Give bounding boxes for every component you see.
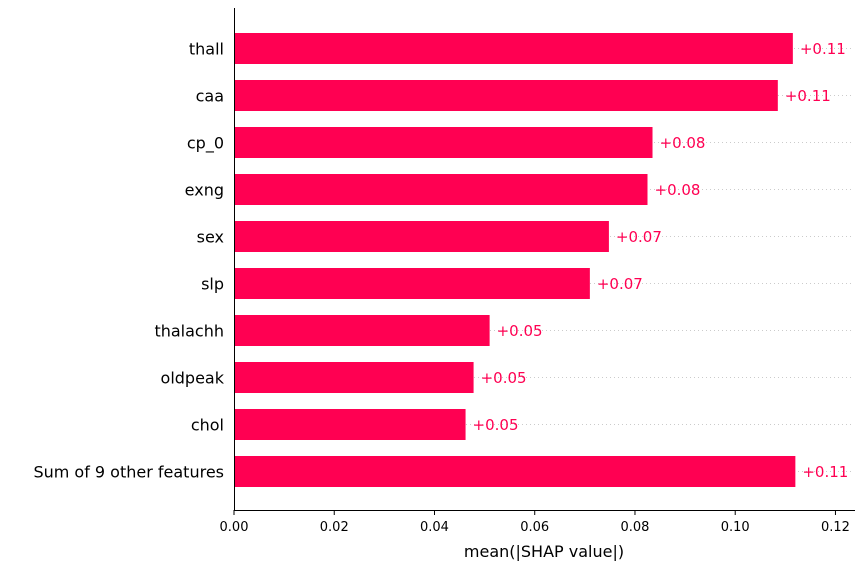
value-label: +0.11	[800, 40, 846, 58]
y-tick-label: slp	[201, 275, 224, 294]
bar	[234, 315, 490, 346]
x-tick-label: 0.08	[620, 520, 649, 535]
bar	[234, 362, 474, 393]
y-tick-label: cp_0	[187, 134, 224, 154]
bar	[234, 409, 466, 440]
value-label: +0.11	[785, 87, 831, 105]
y-tick-label: oldpeak	[161, 369, 225, 388]
y-tick-label: thalachh	[154, 322, 224, 341]
x-tick-label: 0.02	[320, 520, 349, 535]
bars-group	[234, 33, 796, 487]
value-label: +0.07	[616, 228, 662, 246]
x-tick-label: 0.00	[220, 520, 249, 535]
x-tick-label: 0.04	[420, 520, 449, 535]
x-tick-label: 0.12	[821, 520, 850, 535]
x-tick-label: 0.06	[520, 520, 549, 535]
bar	[234, 456, 796, 487]
y-tick-label: sex	[197, 228, 224, 247]
bar	[234, 268, 590, 299]
value-labels: +0.11 +0.11 +0.08 +0.08 +0.07 +0.07 +0.05 +0.05…	[473, 40, 849, 481]
value-label: +0.05	[481, 369, 527, 387]
value-label: +0.05	[473, 416, 519, 434]
y-tick-label: chol	[191, 416, 224, 435]
bar	[234, 221, 609, 252]
value-label: +0.05	[497, 322, 543, 340]
y-tick-label: exng	[185, 181, 224, 200]
y-tick-label: Sum of 9 other features	[33, 463, 224, 482]
value-label: +0.08	[655, 181, 701, 199]
x-ticks: 0.00 0.02 0.04 0.06 0.08 0.10 0.12	[220, 510, 850, 535]
bar	[234, 33, 793, 64]
x-axis-label: mean(|SHAP value|)	[464, 542, 624, 561]
value-label: +0.07	[597, 275, 643, 293]
y-tick-label: thall	[189, 40, 224, 59]
value-label: +0.08	[660, 134, 706, 152]
bar	[234, 80, 778, 111]
guide-lines	[234, 48, 853, 472]
x-tick-label: 0.10	[721, 520, 750, 535]
bar	[234, 174, 648, 205]
value-label: +0.11	[802, 463, 848, 481]
bar	[234, 127, 653, 158]
y-tick-label: caa	[196, 87, 224, 106]
